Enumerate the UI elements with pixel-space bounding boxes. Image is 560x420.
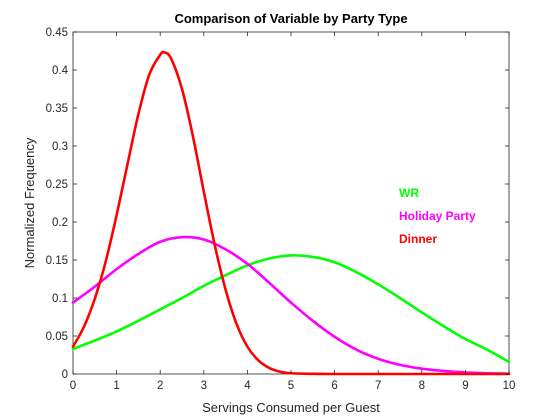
plot-area — [72, 31, 510, 375]
series-line-holiday-party — [71, 235, 511, 375]
series-line-wr — [71, 254, 511, 364]
x-tick-label: 5 — [288, 380, 294, 392]
series-line-dinner — [71, 50, 511, 376]
y-axis-label: Normalized Frequency — [22, 137, 37, 268]
x-tick-label: 6 — [331, 380, 337, 392]
y-tick-label: 0.45 — [46, 27, 68, 39]
ticks-layer: 0 1 2 3 4 5 6 7 8 9 10 0 0.05 0.1 0.15 0.2 0.25 0.3 0.35 0.… — [46, 27, 516, 392]
legend-entry-holiday-party: Holiday Party — [399, 209, 476, 223]
legend-entry-wr: WR — [399, 186, 419, 200]
y-tick-label: 0.35 — [46, 103, 68, 115]
y-tick-label: 0.2 — [52, 217, 68, 229]
x-axis-label: Servings Consumed per Guest — [202, 400, 380, 415]
chart-title: Comparison of Variable by Party Type — [174, 11, 407, 26]
x-tick-label: 2 — [157, 380, 163, 392]
y-tick-label: 0.3 — [52, 141, 68, 153]
y-tick-label: 0.15 — [46, 255, 68, 267]
x-tick-label: 4 — [244, 380, 251, 392]
y-tick-label: 0.05 — [46, 331, 68, 343]
x-tick-label: 3 — [201, 380, 207, 392]
legend: WR Holiday Party Dinner — [399, 186, 476, 246]
x-tick-label: 1 — [113, 380, 119, 392]
x-tick-label: 7 — [375, 380, 381, 392]
x-tick-label: 10 — [503, 380, 516, 392]
y-tick-label: 0 — [62, 369, 68, 381]
x-tick-label: 0 — [70, 380, 76, 392]
y-tick-label: 0.1 — [52, 293, 68, 305]
x-tick-label: 8 — [419, 380, 425, 392]
y-tick-label: 0.25 — [46, 179, 68, 191]
x-tick-label: 9 — [462, 380, 468, 392]
y-tick-label: 0.4 — [52, 65, 69, 77]
series-layer — [71, 50, 511, 376]
legend-entry-dinner: Dinner — [399, 232, 437, 246]
